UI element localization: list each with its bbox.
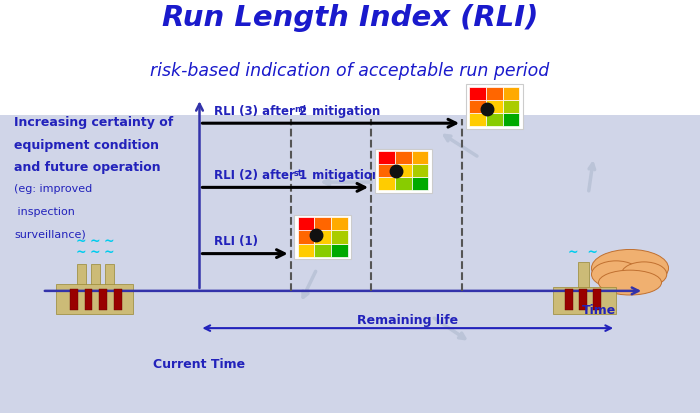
Text: RLI (3) after 2: RLI (3) after 2 [214,105,307,118]
Bar [469,114,486,127]
Text: equipment condition: equipment condition [14,138,159,151]
Ellipse shape [598,271,662,295]
Text: Current Time: Current Time [153,357,246,370]
Bar [395,178,412,191]
Bar [99,289,107,310]
Text: ~  ~: ~ ~ [568,245,598,258]
Bar [331,231,348,244]
Bar [314,231,331,244]
Text: (eg: improved: (eg: improved [14,184,92,194]
Text: Remaining life: Remaining life [357,313,458,326]
Bar [77,264,86,287]
Bar [298,231,314,244]
Bar [565,289,573,310]
Bar [578,262,589,289]
Text: nd: nd [294,104,306,114]
Text: Increasing certainty of: Increasing certainty of [14,116,174,128]
Bar [91,264,100,287]
Bar [70,289,78,310]
Text: ~
~: ~ ~ [103,234,114,258]
Text: RLI (2) after 1: RLI (2) after 1 [214,169,307,182]
Bar [486,88,503,101]
Bar [412,178,428,191]
Bar [503,101,519,114]
Text: mitigation: mitigation [308,169,380,182]
Bar [412,165,428,178]
Bar [314,218,331,231]
Text: mitigation: mitigation [308,105,380,118]
Bar [503,88,519,101]
Bar [298,218,314,231]
Text: ~
~: ~ ~ [89,234,100,258]
Bar [85,289,92,310]
Text: RLI (1): RLI (1) [214,235,258,248]
Bar [593,289,601,310]
Text: ~
~: ~ ~ [75,234,86,258]
Ellipse shape [622,262,666,287]
Bar [395,152,412,165]
Bar [466,85,523,130]
Ellipse shape [592,261,640,288]
Ellipse shape [592,250,668,287]
Bar [486,101,503,114]
Text: Run Length Index (RLI): Run Length Index (RLI) [162,4,538,32]
Bar [331,244,348,257]
Bar [378,152,395,165]
Bar [114,289,122,310]
Bar [486,114,503,127]
Bar [374,149,432,193]
Bar [314,244,331,257]
Text: st: st [294,169,303,178]
Bar [469,101,486,114]
Bar [56,284,133,314]
Bar [469,88,486,101]
Bar [331,218,348,231]
Bar [298,244,314,257]
Text: Time: Time [582,304,615,316]
Bar [378,165,395,178]
Bar [395,165,412,178]
Bar [0,0,700,116]
Bar [105,264,114,287]
Text: surveillance): surveillance) [14,229,85,239]
Text: inspection: inspection [14,206,75,216]
Bar [412,152,428,165]
Bar [553,287,616,314]
Bar [503,114,519,127]
Bar [294,216,351,260]
Text: and future operation: and future operation [14,161,160,174]
Bar [378,178,395,191]
Bar [579,289,587,310]
Text: risk-based indication of acceptable run period: risk-based indication of acceptable run … [150,62,550,80]
